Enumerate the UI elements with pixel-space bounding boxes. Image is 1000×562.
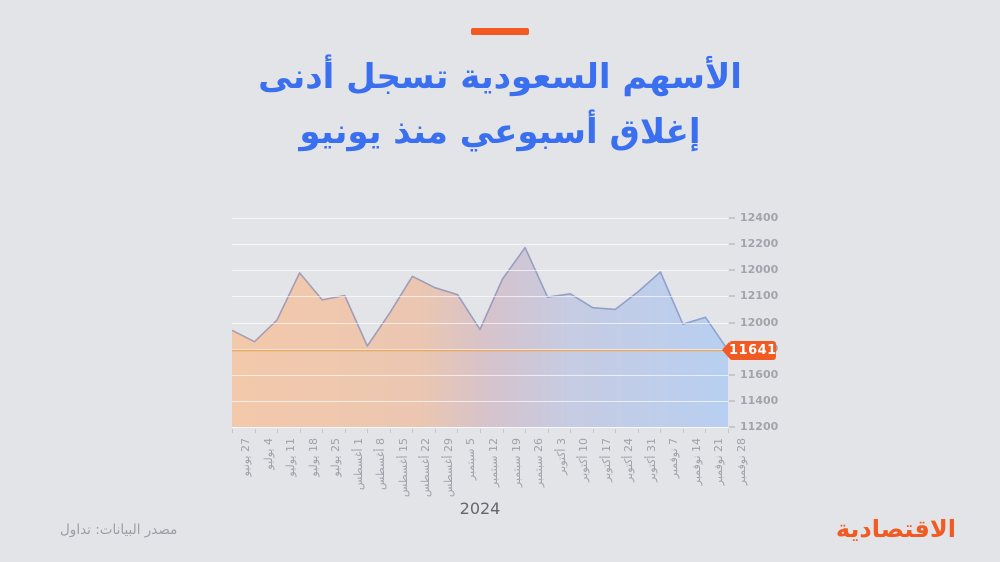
y-tick-mark [729, 295, 735, 298]
data-source-note: مصدر البيانات: تداول [60, 522, 178, 538]
x-tick-label: 4 يوليو [261, 438, 275, 470]
index-line [231, 246, 729, 351]
area-chart [231, 246, 729, 427]
x-tick-label: 18 يوليو [306, 438, 320, 477]
x-tick-mark [637, 429, 639, 433]
x-tick-label: 29 أغسطس [441, 438, 455, 498]
x-tick-mark [547, 429, 549, 433]
x-tick-label: 21 نوفمبر [712, 438, 726, 486]
x-tick-mark [254, 429, 256, 433]
y-tick-label: 12000 [740, 315, 779, 329]
x-tick-label: 17 أكتوبر [599, 438, 613, 482]
page-title: الأسهم السعودية تسجل أدنى إغلاق أسبوعي م… [0, 50, 1000, 160]
x-tick-mark [728, 429, 729, 433]
x-tick-label: 27 يونيو [239, 438, 252, 477]
x-tick-mark [232, 429, 233, 433]
aleqtisadiah-logo: الاقتصادية [835, 515, 956, 543]
x-tick-mark [412, 429, 414, 433]
x-tick-label: 8 أغسطس [374, 438, 388, 491]
index-area-fill [232, 247, 728, 427]
y-tick-label: 12100 [740, 289, 779, 303]
y-gridline [232, 218, 728, 219]
x-tick-label: 24 أكتوبر [622, 438, 636, 482]
x-tick-mark [615, 429, 617, 433]
y-tick-label: 11600 [740, 367, 779, 381]
last-close-badge: 11641 [729, 340, 777, 360]
y-gridline [232, 244, 728, 246]
y-tick-label: 11200 [740, 420, 779, 433]
title-line-1: الأسهم السعودية تسجل أدنى [258, 57, 742, 97]
x-tick-label: 11 يوليو [284, 438, 298, 477]
x-axis-year-label: 2024 [459, 499, 501, 518]
x-tick-label: 3 أكتوبر [554, 438, 568, 475]
x-tick-mark [277, 429, 279, 433]
x-tick-label: 14 نوفمبر [689, 438, 703, 486]
x-tick-label: 15 أغسطس [396, 438, 410, 498]
x-tick-mark [592, 429, 594, 433]
chart-plot-area: 1240012200120001210012000118001160011400… [231, 211, 778, 497]
x-tick-label: 25 يوليو [329, 438, 343, 477]
x-tick-label: 1 أغسطس [351, 438, 365, 491]
y-gridline [232, 296, 728, 298]
x-tick-mark [299, 429, 301, 433]
x-tick-mark [570, 429, 572, 433]
y-tick-mark [729, 426, 735, 428]
y-gridline [232, 374, 728, 376]
y-gridline [232, 270, 728, 272]
accent-dash [471, 28, 529, 35]
x-tick-mark [367, 429, 369, 433]
x-tick-label: 19 سبتمبر [509, 438, 523, 488]
x-tick-label: 5 سبتمبر [464, 438, 478, 481]
x-tick-label: 12 سبتمبر [487, 438, 500, 488]
x-tick-mark [434, 429, 436, 433]
y-tick-mark [729, 269, 735, 272]
y-gridline [232, 348, 728, 350]
x-tick-label: 7 نوفمبر [667, 438, 681, 479]
x-tick-mark [705, 429, 707, 433]
x-tick-mark [344, 429, 346, 433]
x-tick-mark [322, 429, 324, 433]
y-gridline [232, 400, 728, 402]
x-tick-label: 26 سبتمبر [532, 438, 546, 488]
title-line-2: إغلاق أسبوعي منذ يونيو [299, 112, 701, 153]
x-tick-label: 22 أغسطس [419, 438, 433, 498]
y-tick-label: 11400 [740, 393, 779, 407]
y-gridline [232, 322, 728, 324]
x-tick-label: 28 نوفمبر [735, 438, 748, 486]
y-tick-label: 12200 [740, 237, 779, 251]
y-tick-mark [729, 373, 735, 376]
x-tick-label: 10 أكتوبر [577, 438, 591, 482]
x-tick-mark [525, 429, 527, 433]
y-tick-label: 12000 [740, 263, 779, 277]
x-tick-mark [389, 429, 391, 433]
y-gridline [232, 427, 728, 428]
x-tick-label: 31 أكتوبر [644, 438, 658, 482]
x-tick-mark [682, 429, 684, 433]
y-tick-mark [729, 321, 735, 324]
x-tick-mark [457, 429, 459, 433]
y-tick-label: 12400 [740, 211, 779, 224]
x-tick-mark [502, 429, 504, 433]
x-tick-mark [660, 429, 662, 433]
y-tick-mark [729, 217, 735, 219]
x-tick-mark [480, 429, 481, 433]
y-tick-mark [729, 399, 735, 402]
y-tick-mark [729, 243, 735, 246]
